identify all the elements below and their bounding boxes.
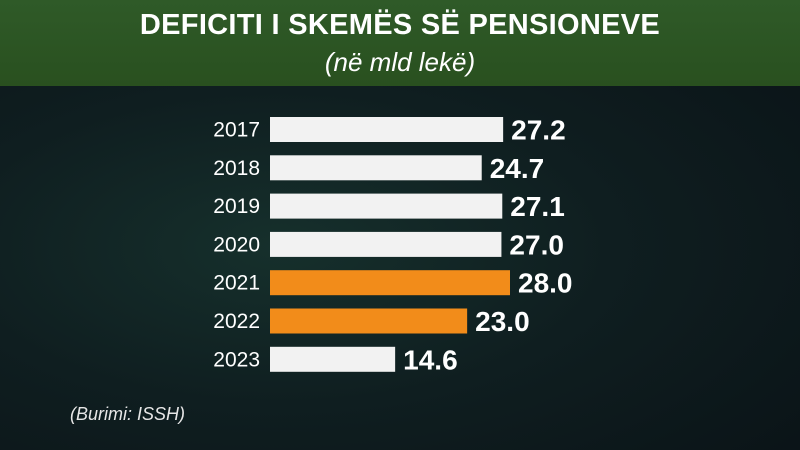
category-label-2021: 2021: [213, 272, 260, 295]
value-label-2017: 27.2: [511, 115, 565, 146]
category-label-2022: 2022: [213, 310, 260, 333]
category-label-2018: 2018: [213, 157, 260, 180]
category-label-2019: 2019: [213, 195, 260, 218]
bar-2018: [270, 155, 482, 181]
bar-2021: [270, 270, 510, 296]
value-label-2019: 27.1: [510, 191, 565, 222]
value-label-2023: 14.6: [403, 344, 458, 375]
value-label-2022: 23.0: [475, 306, 529, 337]
bar-2020: [270, 231, 502, 257]
header-banner: DEFICITI I SKEMËS SË PENSIONEVE (në mld …: [0, 0, 800, 86]
chart-title: DEFICITI I SKEMËS SË PENSIONEVE: [139, 9, 661, 41]
value-label-2021: 28.0: [518, 268, 573, 299]
bar-2019: [270, 193, 503, 219]
bar-2023: [270, 346, 396, 372]
value-label-2020: 27.0: [509, 229, 564, 260]
chart-subtitle: (në mld lekë): [324, 47, 476, 77]
category-label-2023: 2023: [213, 348, 260, 371]
category-label-2017: 2017: [213, 119, 260, 142]
category-label-2020: 2020: [213, 233, 260, 256]
bar-2022: [270, 308, 468, 334]
bar-2017: [270, 117, 504, 142]
value-label-2018: 24.7: [490, 153, 545, 184]
source-note: (Burimi: ISSH): [70, 404, 186, 424]
